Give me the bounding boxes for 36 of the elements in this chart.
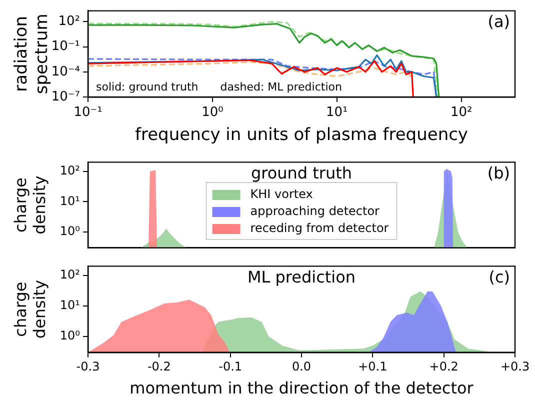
x-tick-label: +0.2 [429,360,458,374]
x-tick-label: -0.2 [147,360,171,374]
chart-title: ground truth [250,163,352,182]
x-axis-title: frequency in units of plasma frequency [135,125,468,146]
annotation: (a) [488,12,510,31]
x-tick-label: -0.3 [76,360,100,374]
annotation: (c) [488,267,510,286]
x-tick-label: 10⁰ [202,105,224,120]
y-tick-label: 10¹ [60,194,80,208]
y-axis-title: radiation spectrum [12,14,52,94]
y-tick-label: 10⁻⁴ [51,64,80,80]
x-tick-label: +0.1 [358,360,388,374]
y-tick-label: 10⁰ [60,328,80,343]
y-axis-title: charge density [10,176,49,234]
y-tick-label: 10² [58,14,80,30]
legend-label: approaching detector [250,204,380,218]
y-axis-title: charge density [10,280,49,339]
y-tick-label: 10⁻¹ [51,39,80,54]
annotation: dashed: ML prediction [220,80,342,94]
x-tick-label: 0.0 [292,360,312,374]
chart-title: ML prediction [247,267,356,286]
legend-label: KHI vortex [250,187,313,202]
x-tick-label: +0.3 [500,360,530,374]
y-tick-label: 10² [60,163,80,178]
x-tick-label: 10¹ [326,105,348,120]
annotation: solid: ground truth [96,80,198,94]
y-tick-label: 10¹ [60,298,80,312]
x-tick-label: -0.1 [218,360,242,374]
y-tick-label: 10² [60,268,80,282]
x-axis-title: momentum in the direction of the detector [130,378,474,398]
y-tick-label: 10⁰ [60,224,80,238]
annotation: (b) [487,163,510,182]
y-tick-label: 10⁻⁷ [51,89,80,104]
x-tick-label: 10² [450,105,472,120]
legend-label: receding from detector [250,221,389,236]
x-tick-label: 10⁻¹ [74,105,102,120]
